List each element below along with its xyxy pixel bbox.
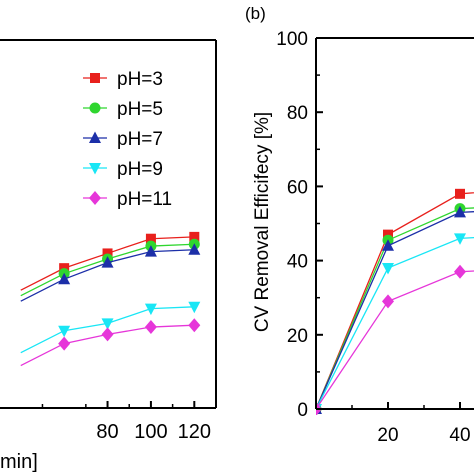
data-point-b — [382, 263, 394, 275]
legend-marker — [90, 73, 100, 83]
data-point-b — [455, 188, 465, 199]
x-tick-label-a: 100 — [134, 421, 167, 443]
series-line-b-3 — [316, 236, 474, 410]
data-point-a — [59, 263, 70, 274]
data-point-a — [188, 301, 201, 314]
legend-entry: pH=7 — [117, 129, 163, 150]
axes-a: 80 100 120 — [0, 39, 217, 443]
data-point-a — [188, 318, 201, 333]
data-point-a — [144, 245, 157, 257]
data-point-a — [101, 327, 114, 342]
data-point-a — [58, 272, 71, 285]
legend-marker — [89, 191, 101, 205]
legend-marker — [89, 131, 101, 143]
y-tick-label-b: 80 — [287, 103, 308, 124]
chart-panel-a: 80 100 120 pH=3 pH=5 pH=7 pH=9 pH=11 min] — [0, 39, 217, 473]
series-line-b-0 — [316, 192, 474, 410]
axes-b: 0 20 40 60 80 100 20 40 — [276, 29, 474, 446]
data-point-a — [58, 336, 71, 351]
data-point-b — [454, 233, 466, 245]
data-point-b — [383, 229, 393, 240]
legend-entry: pH=3 — [117, 69, 163, 90]
data-point-b — [454, 205, 466, 218]
data-point-a — [188, 243, 201, 255]
series-line-b-1 — [316, 207, 474, 410]
data-point-a — [101, 256, 114, 268]
data-point-b — [382, 294, 394, 309]
y-axis-label-b: CV Removal Efficifecy [%] — [252, 112, 273, 332]
x-tick-label-a: 120 — [178, 421, 211, 443]
legend-marker — [89, 102, 101, 114]
series-line-b-2 — [316, 211, 474, 410]
data-point-a — [144, 320, 157, 335]
data-point-b — [454, 264, 466, 279]
x-tick-label-b: 20 — [377, 425, 398, 446]
plot-area-b — [316, 188, 474, 415]
y-tick-label-b: 100 — [276, 29, 308, 50]
x-axis-label-a: min] — [0, 451, 38, 473]
data-point-a — [189, 231, 200, 242]
data-point-b — [382, 239, 394, 251]
data-point-a — [101, 318, 114, 330]
x-tick-label-a: 80 — [96, 421, 118, 443]
legend-entry: pH=5 — [117, 99, 163, 120]
series-line-b-4 — [316, 270, 474, 410]
panel-label-b: (b) — [245, 4, 266, 23]
plot-area-a — [20, 231, 201, 367]
legend-marker — [89, 163, 101, 175]
data-point-a — [144, 303, 157, 316]
chart-panel-b: (b) 0 20 40 60 80 100 20 40 CV Removal Efficife… — [245, 4, 474, 446]
y-tick-label-b: 40 — [287, 252, 308, 273]
data-point-a — [102, 248, 113, 259]
data-point-a — [145, 233, 156, 244]
y-tick-label-b: 60 — [287, 177, 308, 198]
legend: pH=3 pH=5 pH=7 pH=9 pH=11 — [83, 69, 172, 210]
x-tick-label-b: 40 — [449, 425, 470, 446]
data-point-a — [58, 325, 71, 338]
legend-entry: pH=11 — [117, 189, 172, 210]
y-tick-label-b: 20 — [287, 326, 308, 347]
legend-entry: pH=9 — [117, 159, 163, 180]
y-tick-label-b: 0 — [297, 400, 308, 421]
